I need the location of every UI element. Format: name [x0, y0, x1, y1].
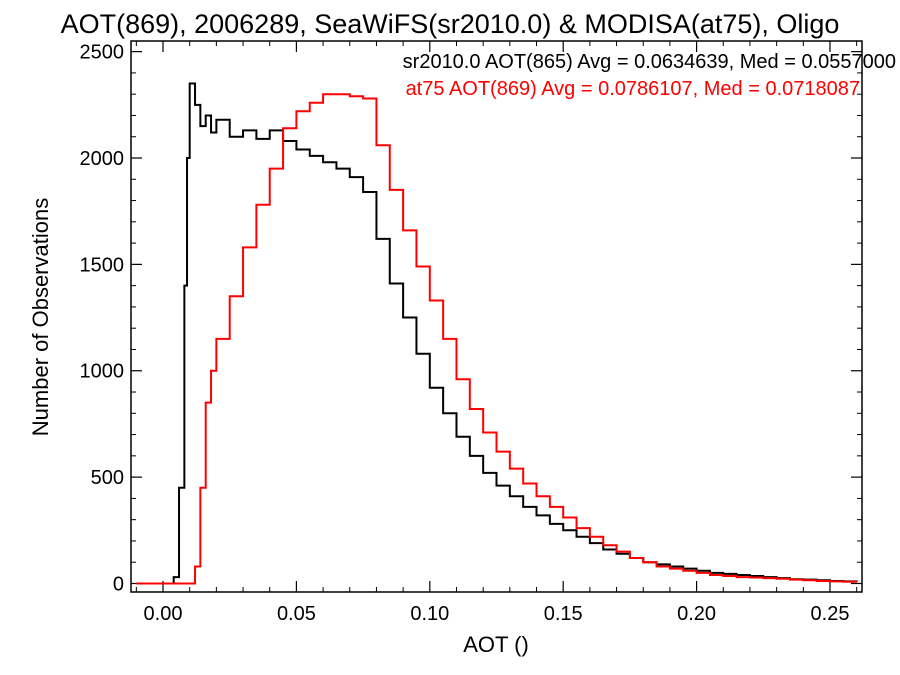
legend-entry-at75: at75 AOT(869) Avg = 0.0786107, Med = 0.0…	[406, 78, 860, 100]
y-tick-label: 2500	[80, 42, 125, 64]
x-tick-label: 0.20	[677, 603, 716, 625]
y-tick-label: 1000	[80, 361, 125, 383]
series-line-sr2010	[136, 82, 858, 585]
y-tick-label: 500	[91, 467, 124, 489]
y-tick-label: 1500	[80, 254, 125, 276]
x-axis-label: AOT ()	[463, 632, 529, 657]
x-tick-label: 0.25	[811, 603, 850, 625]
x-tick-label: 0.15	[544, 603, 583, 625]
y-tick-label: 0	[113, 573, 124, 595]
legend-entry-sr2010: sr2010.0 AOT(865) Avg = 0.0634639, Med =…	[403, 51, 896, 73]
x-tick-label: 0.10	[410, 603, 449, 625]
y-tick-label: 2000	[80, 148, 125, 170]
series-line-at75	[136, 93, 858, 585]
x-tick-label: 0.05	[277, 603, 316, 625]
chart-title: AOT(869), 2006289, SeaWiFS(sr2010.0) & M…	[61, 9, 840, 39]
plot-frame	[130, 40, 863, 593]
y-axis-label: Number of Observations	[28, 198, 53, 436]
x-tick-label: 0.00	[144, 603, 183, 625]
